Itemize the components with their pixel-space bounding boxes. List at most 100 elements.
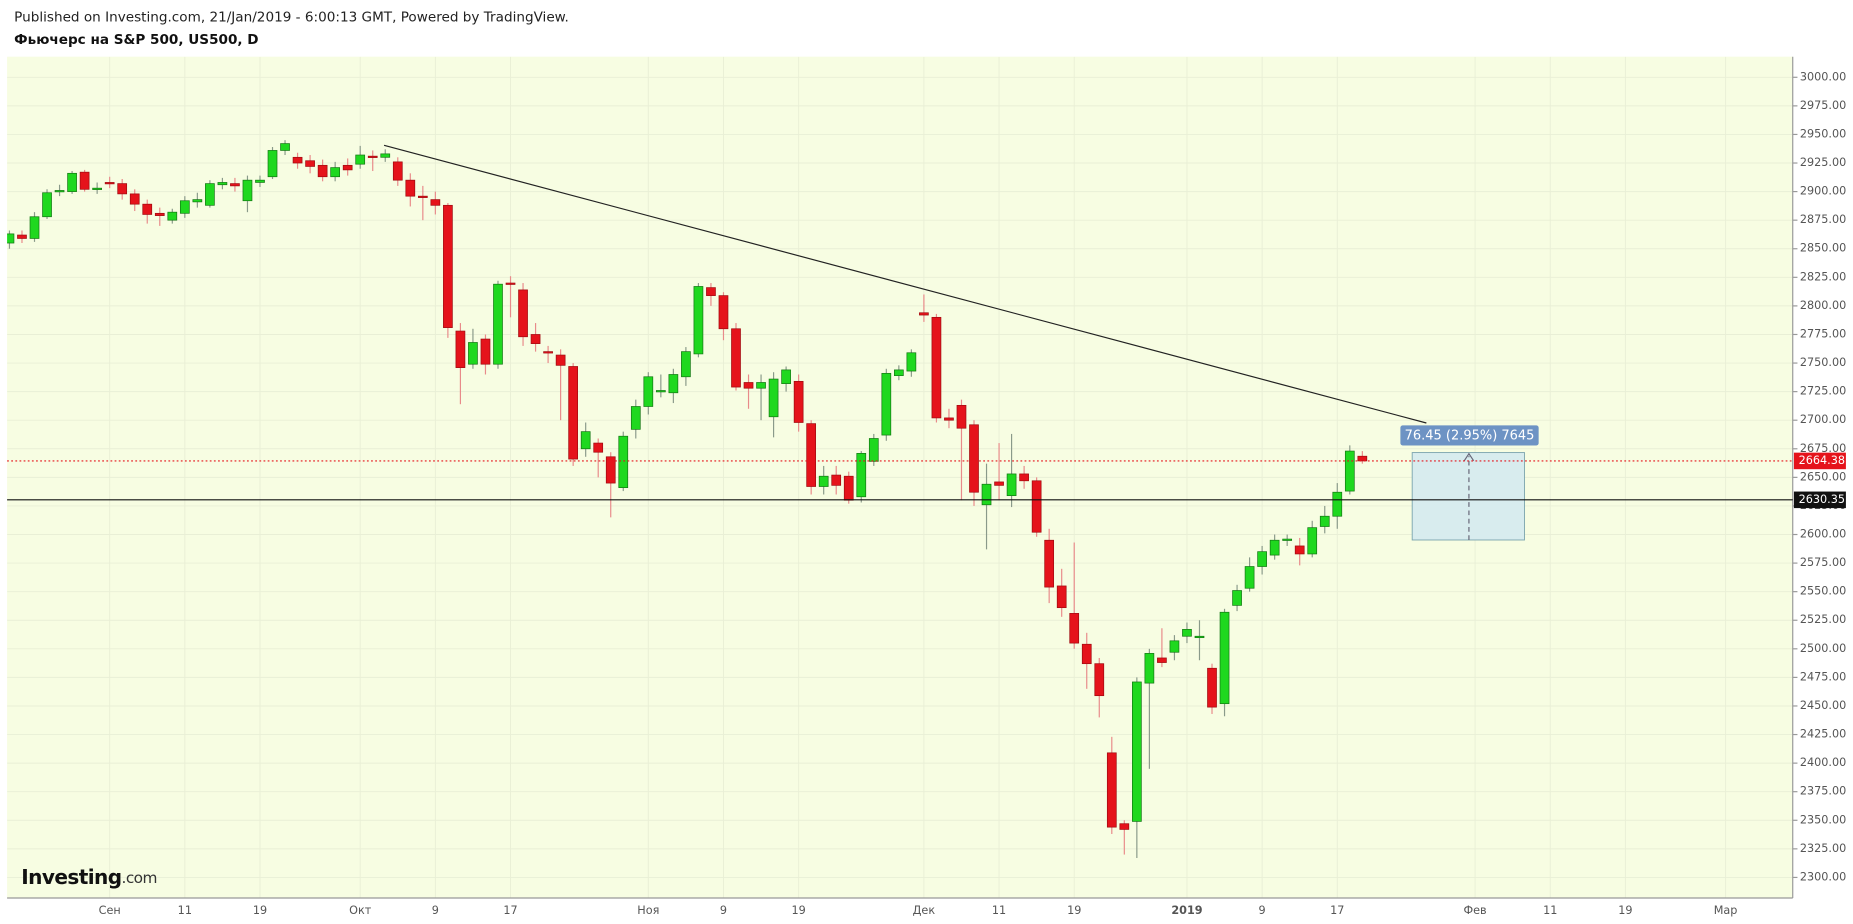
x-tick-label: 17 <box>1330 904 1344 917</box>
x-tick-label: 11 <box>992 904 1006 917</box>
y-tick-label: 2800.00 <box>1800 299 1846 312</box>
candle-body <box>455 330 466 368</box>
y-tick-label: 2875.00 <box>1800 213 1846 226</box>
candle-body <box>843 475 854 501</box>
candle-body <box>267 150 278 178</box>
candle-body <box>142 203 153 215</box>
y-tick-label: 2425.00 <box>1800 728 1846 741</box>
candle-body <box>1006 473 1017 497</box>
candle-body <box>580 431 591 450</box>
candle-body <box>543 351 553 354</box>
candle-body <box>919 312 929 316</box>
candle-body <box>1031 480 1042 533</box>
y-tick-label: 2725.00 <box>1800 385 1846 398</box>
y-tick-label: 2900.00 <box>1800 185 1846 198</box>
candle-body <box>305 160 315 167</box>
y-tick-label: 2950.00 <box>1800 127 1846 140</box>
candle-body <box>355 154 366 165</box>
x-tick-label: 9 <box>432 904 439 917</box>
candle-body <box>42 192 52 218</box>
candle-body <box>92 187 102 190</box>
measure-label-box <box>1400 425 1539 446</box>
candle-body <box>1094 663 1105 697</box>
candle-body <box>868 438 879 462</box>
y-tick-label: 2550.00 <box>1800 585 1846 598</box>
x-tick-label: Окт <box>349 904 372 917</box>
candle-body <box>17 234 27 239</box>
candle-body <box>1332 491 1343 517</box>
candle-body <box>1144 653 1155 684</box>
candle-body <box>856 453 867 498</box>
candle-body <box>806 423 817 487</box>
chart-title: Фьючерс на S&P 500, US500, D <box>14 32 258 48</box>
candle-body <box>530 334 541 344</box>
y-tick-label: 2975.00 <box>1800 99 1846 112</box>
candle-body <box>1044 539 1055 588</box>
logo: Investing.com <box>21 864 157 888</box>
candle-body <box>1269 539 1280 556</box>
candle-body <box>7 233 15 244</box>
candle-body <box>367 155 378 158</box>
candle-body <box>1106 752 1117 828</box>
candle-body <box>417 195 428 198</box>
horizontal-line-label: 2630.35 <box>1799 493 1845 506</box>
candle-body <box>154 212 165 216</box>
candle-body <box>1294 545 1305 555</box>
candle-body <box>518 289 528 338</box>
x-tick-label: Мар <box>1714 904 1738 917</box>
candle-body <box>756 382 766 389</box>
candle-body <box>969 424 979 493</box>
candle-body <box>1207 667 1217 708</box>
y-tick-label: 2575.00 <box>1800 556 1846 569</box>
candle-body <box>317 164 328 178</box>
candle-body <box>906 352 917 372</box>
candle-body <box>781 369 791 384</box>
x-tick-label: 19 <box>1618 904 1632 917</box>
x-tick-label: 19 <box>1067 904 1081 917</box>
y-tick-label: 2400.00 <box>1800 756 1846 769</box>
candle-body <box>1182 629 1192 637</box>
candle-body <box>1232 590 1242 606</box>
candle-body <box>731 328 741 388</box>
y-tick-label: 2650.00 <box>1800 470 1846 483</box>
candle-body <box>681 351 691 378</box>
candle-body <box>1132 681 1142 822</box>
candle-body <box>793 380 804 423</box>
candle-body <box>480 338 491 365</box>
candle-body <box>693 286 704 355</box>
candle-body <box>1357 455 1368 462</box>
candle-body <box>167 211 178 221</box>
y-tick-label: 2750.00 <box>1800 356 1846 369</box>
candle-body <box>330 167 340 178</box>
y-tick-label: 3000.00 <box>1800 70 1846 83</box>
candles <box>7 140 1368 858</box>
candle-body <box>1194 635 1205 639</box>
candle-body <box>443 204 453 328</box>
y-tick-label: 2475.00 <box>1800 670 1846 683</box>
candle-body <box>706 287 716 296</box>
candle-body <box>380 153 391 158</box>
x-tick-label: 9 <box>1259 904 1266 917</box>
y-tick-label: 2525.00 <box>1800 613 1846 626</box>
measure-arrow-head <box>1463 452 1475 462</box>
y-tick-label: 2850.00 <box>1800 242 1846 255</box>
candle-body <box>944 417 954 421</box>
candle-body <box>894 369 904 376</box>
candle-body <box>1244 566 1255 589</box>
candle-body <box>655 390 666 393</box>
candle-body <box>881 372 892 436</box>
logo-suffix: .com <box>122 868 157 886</box>
candle-body <box>342 164 353 171</box>
candle-body <box>54 190 65 193</box>
x-tick-label: 2019 <box>1171 904 1202 917</box>
y-tick-label: 2325.00 <box>1800 842 1846 855</box>
x-tick-label: Фев <box>1463 904 1486 917</box>
candle-body <box>743 382 754 389</box>
candle-body <box>818 475 829 487</box>
candle-body <box>67 172 77 192</box>
x-tick-label: Дек <box>913 904 936 917</box>
x-tick-label: 11 <box>1543 904 1557 917</box>
candle-body <box>1319 515 1330 527</box>
y-tick-label: 2450.00 <box>1800 699 1846 712</box>
